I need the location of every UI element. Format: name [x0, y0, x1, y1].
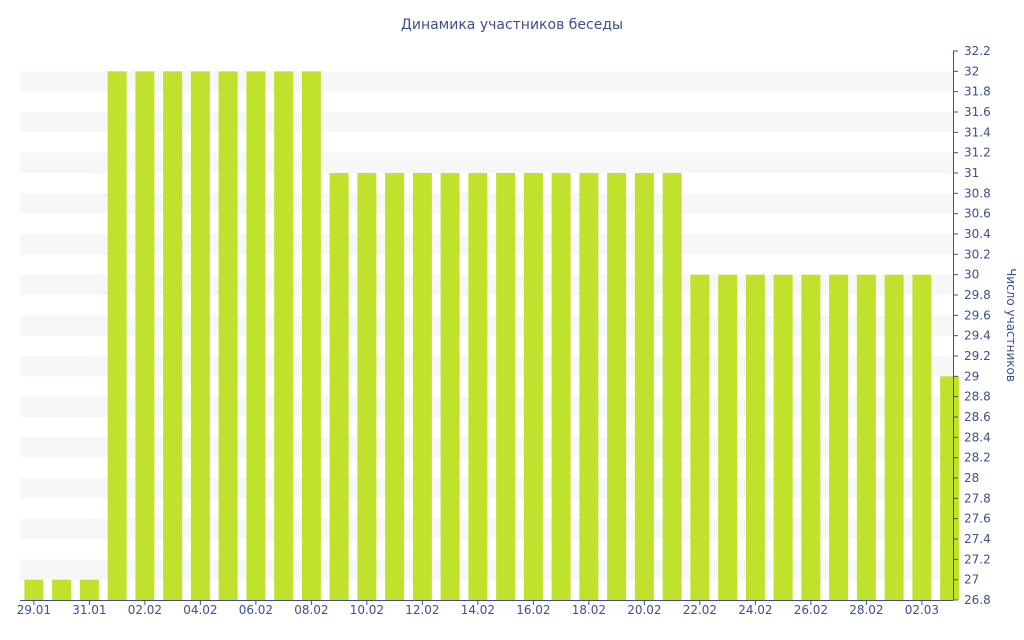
bar-19.02[interactable]: [607, 173, 627, 600]
bar-24.02[interactable]: [745, 274, 765, 600]
bar-23.02[interactable]: [718, 274, 738, 600]
bar-26.02[interactable]: [801, 274, 821, 600]
y-tick-label: 27.4: [964, 532, 991, 546]
bar-05.02[interactable]: [218, 71, 238, 600]
x-tick-label: 12.02: [405, 603, 439, 617]
bar-01.03[interactable]: [884, 274, 904, 600]
bar-02.03[interactable]: [912, 274, 932, 600]
y-tick-label: 31: [964, 166, 979, 180]
y-tick-label: 32: [964, 64, 979, 78]
bar-14.02[interactable]: [468, 173, 488, 600]
x-tick-label: 31.01: [72, 603, 106, 617]
y-tick-label: 32.2: [964, 44, 991, 58]
bar-10.02[interactable]: [357, 173, 377, 600]
y-tick-label: 29.4: [964, 329, 991, 343]
y-tick-label: 26.8: [964, 593, 991, 607]
x-tick-label: 26.02: [794, 603, 828, 617]
grid-band: [20, 112, 953, 133]
bar-09.02[interactable]: [329, 173, 349, 600]
y-tick-label: 28.4: [964, 430, 991, 444]
x-tick-label: 06.02: [239, 603, 273, 617]
x-tick-label: 20.02: [627, 603, 661, 617]
y-tick-label: 30.8: [964, 186, 991, 200]
x-tick-label: 29.01: [17, 603, 51, 617]
y-tick-label: 29: [964, 369, 979, 383]
bar-18.02[interactable]: [579, 173, 599, 600]
y-tick-label: 30.4: [964, 227, 991, 241]
bar-20.02[interactable]: [634, 173, 654, 600]
y-axis-label: Число участников: [1004, 268, 1018, 382]
y-tick-label: 31.4: [964, 125, 991, 139]
bar-30.01[interactable]: [52, 579, 72, 600]
y-tick-label: 27.8: [964, 491, 991, 505]
bars: [24, 71, 960, 600]
x-tick-label: 24.02: [738, 603, 772, 617]
bar-21.02[interactable]: [662, 173, 682, 600]
bar-15.02[interactable]: [496, 173, 516, 600]
bar-07.02[interactable]: [274, 71, 294, 600]
bar-12.02[interactable]: [412, 173, 432, 600]
bar-03.02[interactable]: [163, 71, 183, 600]
chart-title: Динамика участников беседы: [401, 17, 623, 33]
bar-02.02[interactable]: [135, 71, 155, 600]
bar-28.02[interactable]: [856, 274, 876, 600]
x-tick-label: 10.02: [350, 603, 384, 617]
x-tick-label: 16.02: [516, 603, 550, 617]
bar-13.02[interactable]: [440, 173, 460, 600]
bar-27.02[interactable]: [829, 274, 849, 600]
y-tick-label: 29.2: [964, 349, 991, 363]
x-tick-label: 14.02: [461, 603, 495, 617]
y-tick-label: 27.6: [964, 512, 991, 526]
grid-band: [20, 71, 953, 92]
x-tick-label: 08.02: [294, 603, 328, 617]
bar-25.02[interactable]: [773, 274, 793, 600]
bar-01.02[interactable]: [107, 71, 127, 600]
x-tick-label: 28.02: [849, 603, 883, 617]
bar-29.01[interactable]: [24, 579, 44, 600]
bar-11.02[interactable]: [385, 173, 405, 600]
y-tick-label: 31.8: [964, 85, 991, 99]
y-tick-label: 31.6: [964, 105, 991, 119]
y-tick-label: 27: [964, 573, 979, 587]
y-tick-label: 27.2: [964, 552, 991, 566]
x-tick-label: 18.02: [572, 603, 606, 617]
x-tick-label: 02.03: [905, 603, 939, 617]
bar-16.02[interactable]: [523, 173, 543, 600]
y-tick-label: 29.6: [964, 308, 991, 322]
y-tick-label: 28.6: [964, 410, 991, 424]
y-tick-label: 28.8: [964, 390, 991, 404]
x-tick-label: 22.02: [683, 603, 717, 617]
x-tick-label: 02.02: [128, 603, 162, 617]
bar-03.03[interactable]: [940, 376, 960, 600]
bar-17.02[interactable]: [551, 173, 571, 600]
grid-band: [20, 152, 953, 173]
y-tick-label: 30.6: [964, 207, 991, 221]
y-tick-label: 28.2: [964, 451, 991, 465]
y-tick-label: 30: [964, 268, 979, 282]
bar-31.01[interactable]: [79, 579, 99, 600]
bar-08.02[interactable]: [301, 71, 321, 600]
bar-06.02[interactable]: [246, 71, 266, 600]
y-tick-label: 29.8: [964, 288, 991, 302]
bar-04.02[interactable]: [190, 71, 210, 600]
y-tick-label: 30.2: [964, 247, 991, 261]
y-tick-label: 31.2: [964, 146, 991, 160]
bar-22.02[interactable]: [690, 274, 710, 600]
axes: 26.8 27 27.2 27.4 27.6 27.8 28 28.2 28.4 28.6 28.8…: [17, 44, 991, 617]
y-tick-label: 28: [964, 471, 979, 485]
x-tick-label: 04.02: [183, 603, 217, 617]
